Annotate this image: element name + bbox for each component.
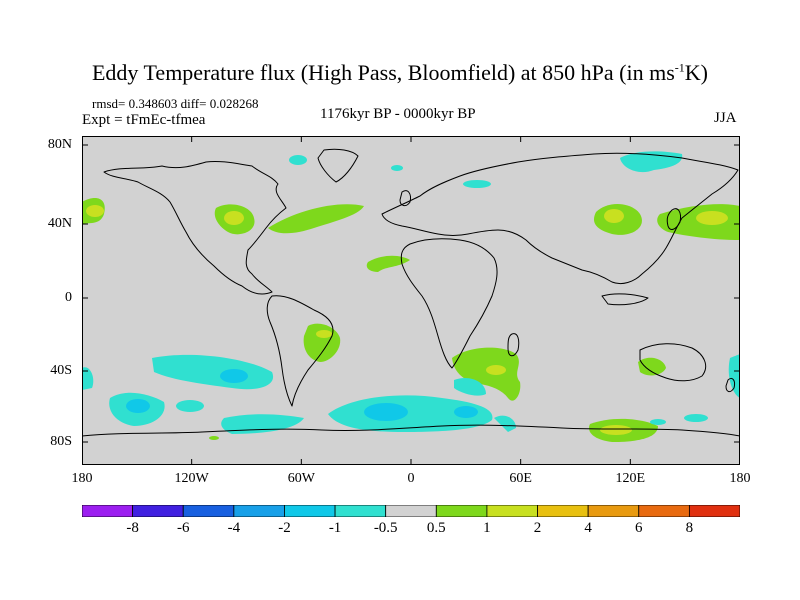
colorbar-label: -4 <box>227 520 241 536</box>
colorbar-swatch <box>587 505 640 517</box>
stats-label: rmsd= 0.348603 diff= 0.028268 <box>92 96 259 111</box>
coastline-layer <box>82 148 740 437</box>
season-label: JJA <box>714 110 737 126</box>
coastline <box>666 208 681 230</box>
coastline <box>601 293 649 306</box>
flux-region <box>221 414 304 434</box>
flux-region <box>391 165 403 171</box>
flux-region <box>86 205 104 217</box>
colorbar-label: -6 <box>176 520 190 536</box>
colorbar-swatch <box>82 505 134 517</box>
colorbar-swatch <box>233 505 285 517</box>
lat-axis-label: 40S <box>50 363 72 378</box>
colorbar-label: -8 <box>126 520 139 536</box>
colorbar-swatch <box>385 505 437 517</box>
colorbar-swatch <box>132 505 184 517</box>
colorbar-label: 1 <box>483 520 491 536</box>
flux-region <box>176 400 204 412</box>
colorbar-label: 2 <box>533 520 542 536</box>
flux-region <box>268 204 364 234</box>
flux-region <box>82 367 94 390</box>
flux-region <box>696 211 728 225</box>
colorbar-label: -2 <box>278 520 291 536</box>
coastline <box>103 161 287 295</box>
flux-field-layer <box>82 151 740 442</box>
lon-axis-label: 60W <box>287 471 315 486</box>
colorbar-label: -1 <box>328 520 342 536</box>
flux-region <box>494 415 516 432</box>
lat-axis-label: 80S <box>50 434 72 449</box>
chart-title: Eddy Temperature flux (High Pass, Bloomf… <box>91 60 708 85</box>
period-label: 1176kyr BP - 0000kyr BP <box>320 106 476 122</box>
flux-region <box>728 354 740 398</box>
map-plot <box>82 136 740 465</box>
flux-region <box>454 377 486 396</box>
coastline <box>82 424 740 437</box>
flux-region <box>126 399 150 413</box>
coastline <box>399 190 411 207</box>
colorbar-label: -0.5 <box>373 520 398 536</box>
flux-region <box>638 357 666 376</box>
lat-axis-label: 0 <box>65 290 72 305</box>
flux-region <box>650 419 666 425</box>
colorbar-swatch <box>486 505 538 517</box>
lat-axis-label: 80N <box>47 137 72 152</box>
flux-region <box>604 209 624 223</box>
coastline <box>725 377 735 393</box>
flux-region <box>209 436 219 440</box>
lon-axis-label: 0 <box>407 471 415 486</box>
lon-axis-label: 120E <box>615 471 646 486</box>
colorbar-swatch <box>284 505 336 517</box>
coastline <box>400 238 498 369</box>
flux-region <box>454 406 478 418</box>
flux-region <box>224 211 244 225</box>
flux-region <box>316 330 332 338</box>
colorbar-label: 0.5 <box>426 520 446 536</box>
coastline <box>317 148 359 183</box>
colorbar <box>82 505 740 517</box>
colorbar-swatch <box>182 505 235 517</box>
flux-region <box>366 255 410 272</box>
lon-axis-label: 180 <box>729 471 751 486</box>
flux-region <box>364 403 408 421</box>
colorbar-swatch <box>688 505 740 517</box>
coastline <box>381 152 739 285</box>
colorbar-swatch <box>334 505 387 517</box>
colorbar-label: 4 <box>584 520 592 536</box>
lat-axis-label: 40N <box>47 216 72 231</box>
flux-region <box>600 425 632 435</box>
flux-region <box>684 414 708 422</box>
flux-region <box>328 395 493 432</box>
colorbar-label: 8 <box>685 520 694 536</box>
flux-region <box>486 365 506 375</box>
lon-axis-label: 60E <box>509 471 532 486</box>
colorbar-label: 6 <box>635 520 643 536</box>
flux-region <box>463 180 491 188</box>
flux-region <box>289 155 307 165</box>
coastline <box>507 333 520 357</box>
flux-region <box>220 369 248 383</box>
colorbar-swatch <box>435 505 488 517</box>
experiment-label: Expt = tFmEc-tfmea <box>82 112 206 128</box>
flux-region <box>452 347 521 401</box>
lon-axis-label: 120W <box>174 471 209 486</box>
colorbar-swatch <box>638 505 690 517</box>
coastline <box>266 295 334 407</box>
colorbar-swatch <box>537 505 589 517</box>
lon-axis-label: 180 <box>71 471 93 486</box>
map-frame <box>82 136 740 465</box>
coastline <box>639 343 707 382</box>
